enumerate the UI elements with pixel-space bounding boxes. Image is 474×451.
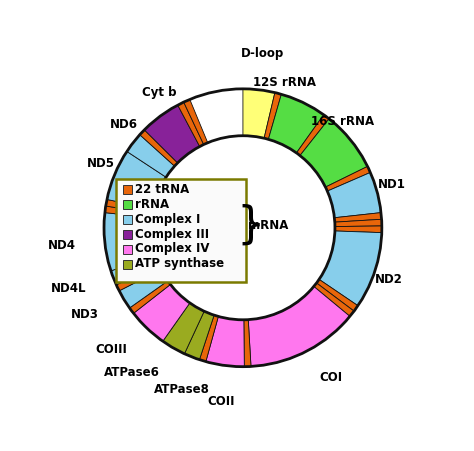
Wedge shape bbox=[134, 285, 190, 341]
Bar bbox=[123, 230, 132, 239]
Text: Complex III: Complex III bbox=[135, 227, 209, 240]
Wedge shape bbox=[145, 105, 200, 163]
Wedge shape bbox=[319, 231, 382, 306]
Text: 12S rRNA: 12S rRNA bbox=[253, 76, 316, 89]
Text: ATP synthase: ATP synthase bbox=[135, 258, 224, 270]
Bar bbox=[123, 245, 132, 254]
Wedge shape bbox=[184, 99, 208, 144]
Text: ATPase6: ATPase6 bbox=[104, 366, 160, 379]
Text: D-loop: D-loop bbox=[241, 47, 284, 60]
Text: ATPase8: ATPase8 bbox=[154, 383, 210, 396]
Text: Complex IV: Complex IV bbox=[135, 243, 209, 255]
Text: Cyt b: Cyt b bbox=[142, 86, 177, 99]
Bar bbox=[123, 260, 132, 269]
Text: ND2: ND2 bbox=[375, 273, 403, 286]
Wedge shape bbox=[264, 92, 282, 139]
Text: ND4L: ND4L bbox=[51, 282, 86, 295]
Text: ND3: ND3 bbox=[71, 308, 99, 322]
Wedge shape bbox=[334, 212, 382, 222]
Text: ND5: ND5 bbox=[87, 156, 115, 170]
Text: 22 tRNA: 22 tRNA bbox=[135, 183, 189, 196]
Wedge shape bbox=[140, 130, 178, 166]
Wedge shape bbox=[127, 135, 174, 177]
Bar bbox=[123, 200, 132, 209]
Wedge shape bbox=[184, 311, 214, 360]
Wedge shape bbox=[111, 256, 159, 285]
Wedge shape bbox=[178, 102, 204, 147]
Wedge shape bbox=[244, 320, 251, 367]
Wedge shape bbox=[314, 283, 354, 316]
Text: Complex I: Complex I bbox=[135, 212, 200, 226]
Wedge shape bbox=[119, 270, 168, 308]
Wedge shape bbox=[268, 94, 324, 153]
Wedge shape bbox=[296, 115, 329, 156]
Wedge shape bbox=[129, 281, 171, 313]
Wedge shape bbox=[206, 317, 244, 367]
Wedge shape bbox=[107, 152, 166, 209]
Wedge shape bbox=[300, 119, 367, 187]
Wedge shape bbox=[106, 199, 153, 213]
FancyBboxPatch shape bbox=[116, 179, 246, 281]
Wedge shape bbox=[104, 212, 155, 271]
Text: ND1: ND1 bbox=[378, 178, 406, 191]
Wedge shape bbox=[335, 226, 382, 233]
Wedge shape bbox=[105, 206, 152, 218]
Text: rRNA: rRNA bbox=[135, 198, 169, 211]
Text: ND4: ND4 bbox=[47, 239, 75, 252]
Bar bbox=[123, 215, 132, 224]
Wedge shape bbox=[328, 172, 381, 218]
Text: COI: COI bbox=[319, 371, 342, 384]
Text: ND6: ND6 bbox=[109, 118, 137, 131]
Wedge shape bbox=[116, 266, 161, 291]
Wedge shape bbox=[248, 286, 350, 366]
Wedge shape bbox=[326, 166, 370, 191]
Wedge shape bbox=[317, 279, 358, 311]
Text: COII: COII bbox=[207, 395, 235, 408]
Text: COIII: COIII bbox=[95, 344, 127, 356]
Wedge shape bbox=[200, 315, 219, 362]
Wedge shape bbox=[335, 219, 382, 226]
Wedge shape bbox=[243, 89, 275, 138]
Text: }: } bbox=[236, 204, 264, 247]
Text: mRNA: mRNA bbox=[248, 219, 289, 232]
Wedge shape bbox=[163, 303, 204, 354]
Text: 16S rRNA: 16S rRNA bbox=[310, 115, 374, 128]
Bar bbox=[123, 185, 132, 194]
